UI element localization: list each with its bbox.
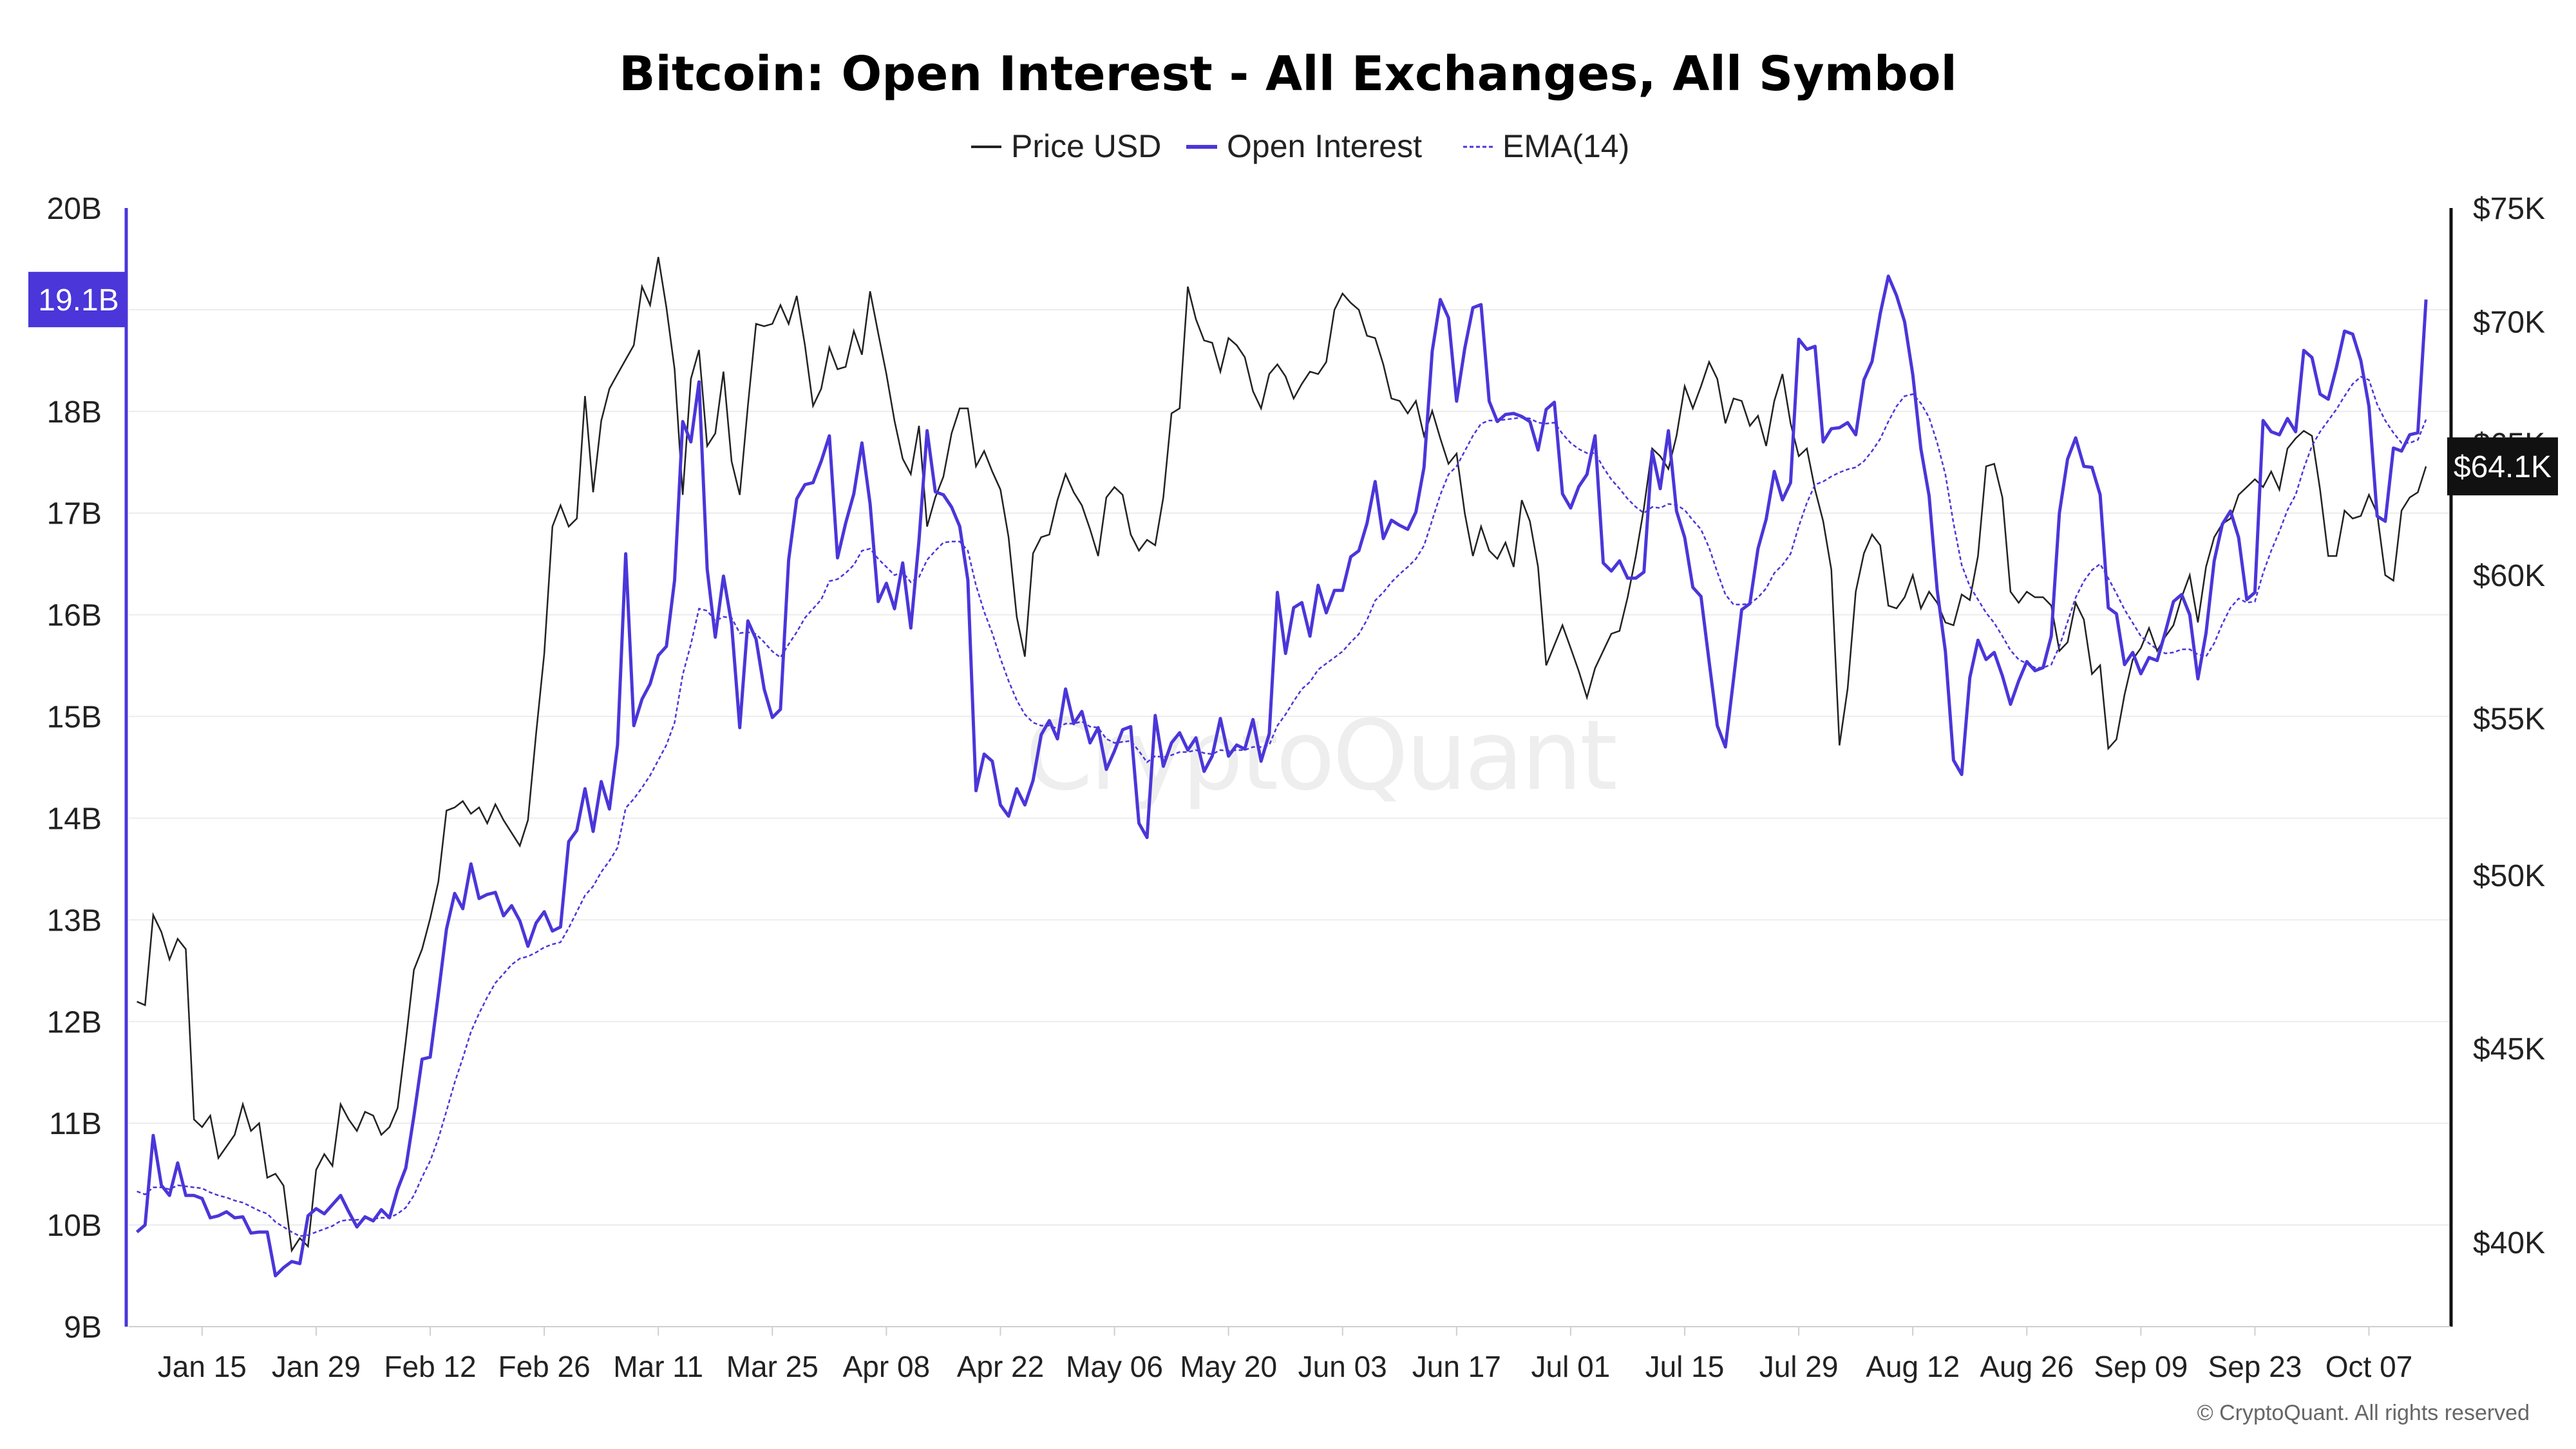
left-axis-tick-label: 18B <box>47 395 102 430</box>
x-axis-tick-label: May 20 <box>1180 1350 1277 1383</box>
x-axis-tick-label: Mar 25 <box>726 1350 819 1383</box>
left-axis-tick-label: 13B <box>47 904 102 938</box>
x-axis-tick-label: Sep 23 <box>2208 1350 2302 1383</box>
left-axis-tick-label: 14B <box>47 802 102 836</box>
oi-current-badge: 19.1B <box>28 272 125 328</box>
price-badge-label: $64.1K <box>2454 450 2552 484</box>
series-price-usd-line <box>137 256 2427 1253</box>
left-axis-tick-label: 12B <box>47 1005 102 1039</box>
watermark: CryptoQuant <box>1025 700 1616 812</box>
price-badge-background <box>2447 437 2558 496</box>
series-ema-14-line <box>137 375 2427 1237</box>
x-axis-tick-label: Apr 22 <box>957 1350 1045 1383</box>
right-axis-tick-label: $40K <box>2473 1226 2545 1260</box>
x-axis-tick-label: Jul 15 <box>1645 1350 1725 1383</box>
chart-title: Bitcoin: Open Interest - All Exchanges, … <box>619 46 1957 102</box>
left-axis-tick-label: 16B <box>47 599 102 633</box>
left-axis-tick-label: 10B <box>47 1209 102 1243</box>
right-axis-tick-label: $70K <box>2473 305 2545 339</box>
x-axis-tick-label: Jul 29 <box>1759 1350 1839 1383</box>
legend-label-price: Price USD <box>1011 128 1161 164</box>
left-axis: 9B10B11B12B13B14B15B16B17B18B19B20B <box>47 192 128 1345</box>
x-axis-tick-label: Apr 08 <box>843 1350 931 1383</box>
x-axis-tick-label: Feb 26 <box>498 1350 590 1383</box>
right-axis: $40K$45K$50K$55K$60K$65K$70K$75K <box>2449 192 2545 1327</box>
x-axis-tick-label: Mar 11 <box>613 1350 703 1383</box>
right-axis-tick-label: $50K <box>2473 859 2545 893</box>
x-axis-tick-label: May 06 <box>1066 1350 1163 1383</box>
oi-badge-label: 19.1B <box>38 283 118 317</box>
left-axis-tick-label: 9B <box>64 1311 102 1345</box>
right-axis-tick-label: $60K <box>2473 559 2545 593</box>
x-axis-tick-label: Sep 09 <box>2094 1350 2188 1383</box>
left-axis-tick-label: 17B <box>47 497 102 531</box>
right-axis-tick-label: $75K <box>2473 192 2545 226</box>
copyright-notice: © CryptoQuant. All rights reserved <box>2197 1401 2530 1425</box>
x-axis: Jan 15 Jan 29 Feb 12 Feb 26 Mar 11 Mar 25 Apr … <box>129 1326 2450 1383</box>
series-open-interest-line <box>135 274 2428 1278</box>
x-axis-tick-label: Oct 07 <box>2325 1350 2413 1383</box>
x-axis-tick-label: Jan 29 <box>272 1350 361 1383</box>
x-axis-tick-label: Jan 15 <box>158 1350 247 1383</box>
legend-label-ema: EMA(14) <box>1502 128 1629 164</box>
oi-badge-background <box>28 272 125 328</box>
x-axis-tick-label: Aug 12 <box>1866 1350 1960 1383</box>
right-axis-tick-label: $45K <box>2473 1032 2545 1066</box>
price-current-badge: $64.1K <box>2447 437 2558 496</box>
x-axis-tick-label: Feb 12 <box>384 1350 476 1383</box>
left-axis-tick-label: 15B <box>47 701 102 735</box>
x-axis-tick-label: Aug 26 <box>1980 1350 2074 1383</box>
x-axis-tick-label: Jun 17 <box>1412 1350 1501 1383</box>
x-axis-tick-label: Jun 03 <box>1298 1350 1387 1383</box>
x-axis-tick-label: Jul 01 <box>1531 1350 1611 1383</box>
legend-label-open-interest: Open Interest <box>1227 128 1422 164</box>
right-axis-tick-label: $55K <box>2473 702 2545 736</box>
left-axis-tick-label: 11B <box>49 1107 102 1141</box>
legend: Price USD Open Interest EMA(14) <box>971 128 1629 164</box>
left-axis-tick-label: 20B <box>47 192 102 226</box>
gridlines <box>129 308 2450 1226</box>
